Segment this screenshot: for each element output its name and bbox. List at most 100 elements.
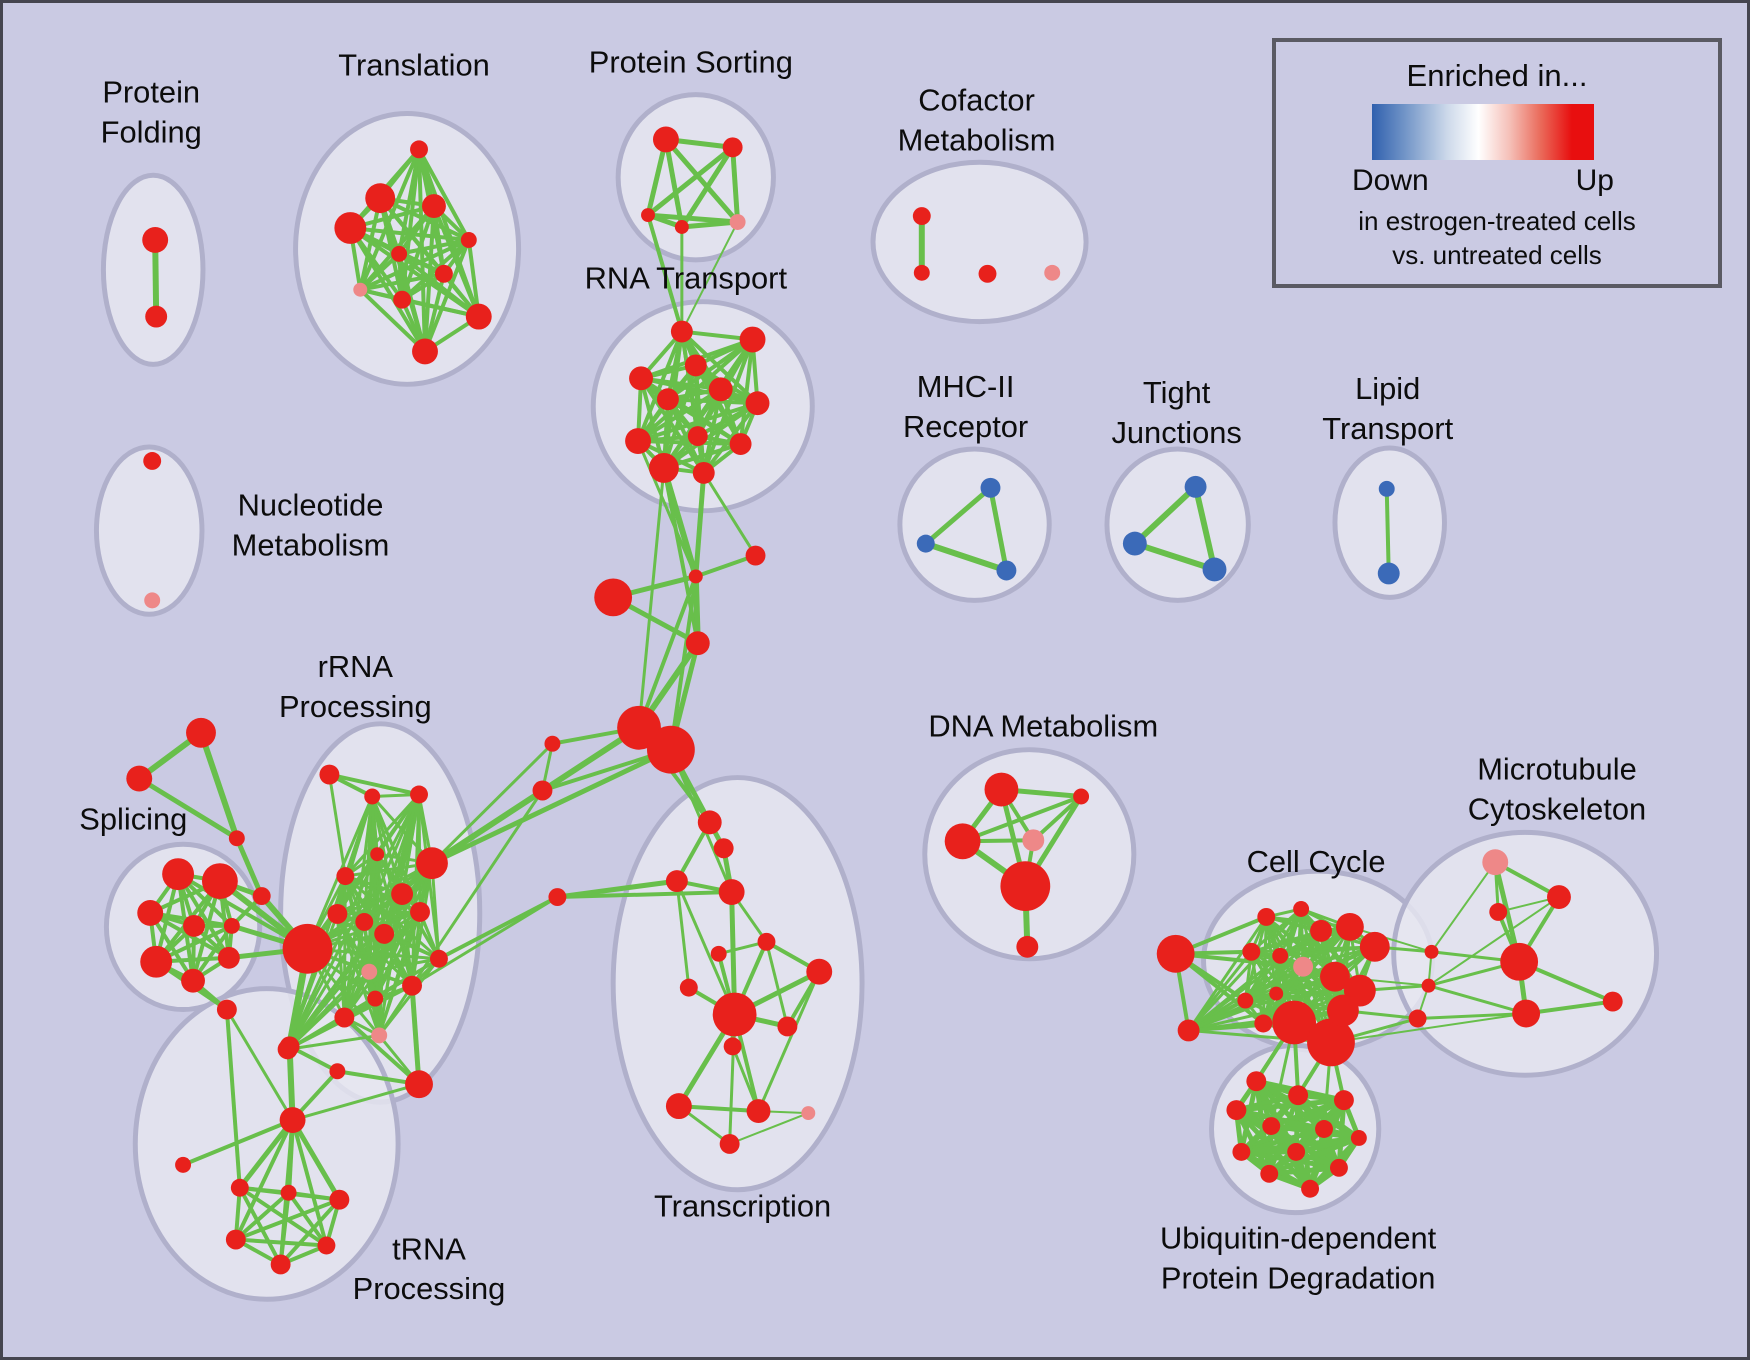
network-node-dm4 — [1000, 861, 1051, 911]
network-node-rr13 — [402, 975, 423, 996]
network-edge — [1188, 1021, 1264, 1032]
network-edge — [924, 540, 1008, 574]
cluster-label-mhc-ii-receptor: MHC-II — [917, 369, 1015, 404]
network-node-tx0 — [697, 810, 722, 835]
network-node-mh1 — [916, 534, 935, 553]
network-node-sp6 — [181, 968, 205, 993]
network-node-mt5 — [1602, 991, 1623, 1012]
network-node-ps4 — [729, 214, 746, 230]
network-edge — [290, 1118, 342, 1201]
network-node-cn7 — [532, 780, 553, 801]
cluster-label-cofactor-metabolism: Cofactor — [918, 83, 1035, 118]
network-node-tx6 — [806, 958, 833, 985]
network-node-cc13 — [1254, 1014, 1273, 1033]
network-node-pf1 — [145, 305, 168, 328]
network-edge — [336, 892, 403, 916]
network-node-pf0 — [142, 227, 169, 253]
network-edge — [306, 793, 421, 950]
network-edge — [397, 252, 480, 319]
network-node-cc2 — [1293, 901, 1310, 917]
cluster-label-translation: Translation — [338, 48, 490, 83]
cluster-ellipse-tight-junctions — [1104, 446, 1251, 603]
network-node-cc0 — [1156, 934, 1195, 973]
cluster-label-microtubule-cytoskeleton: Microtubule — [1477, 752, 1637, 787]
network-node-cc4 — [1335, 912, 1364, 941]
network-node-rr1 — [364, 788, 381, 805]
network-node-rt7 — [625, 428, 651, 455]
network-node-dm5 — [1016, 935, 1039, 958]
network-node-rr15 — [334, 1007, 355, 1028]
network-edge — [423, 239, 471, 353]
network-node-cn8 — [252, 887, 271, 906]
network-node-tr0 — [410, 140, 428, 159]
network-node-rr5 — [336, 867, 355, 886]
network-edge — [377, 933, 386, 1036]
network-edge — [637, 575, 698, 729]
cluster-label-rrna-processing: rRNA — [318, 649, 394, 684]
network-edge — [757, 971, 821, 1112]
network-node-cc11 — [1237, 992, 1254, 1009]
network-node-cc7 — [1272, 947, 1289, 964]
cluster-ellipse-trna-processing — [132, 986, 401, 1302]
cluster-ellipse-nucleotide-metabolism — [93, 444, 205, 617]
network-node-tn4 — [329, 1189, 350, 1210]
network-node-rt4 — [656, 388, 679, 411]
network-node-tn8 — [279, 1036, 300, 1057]
network-node-ub2 — [1333, 1090, 1354, 1111]
network-node-rr16 — [371, 1027, 388, 1044]
network-node-rr4 — [416, 847, 448, 880]
cluster-label-trna-processing: tRNA — [392, 1231, 466, 1266]
network-node-tx8 — [712, 992, 757, 1037]
legend-subtitle: in estrogen-treated cells vs. untreated … — [1276, 204, 1718, 272]
cluster-label-tight-junctions: Tight — [1143, 375, 1211, 410]
network-edge — [765, 941, 789, 1027]
network-node-tg2 — [228, 830, 245, 847]
network-node-cn9 — [216, 999, 237, 1020]
network-edge — [730, 147, 741, 223]
network-edge — [292, 1082, 420, 1122]
network-node-tn0 — [279, 1107, 306, 1133]
network-node-rr9 — [355, 912, 374, 931]
network-edge — [636, 387, 722, 443]
network-edge — [137, 776, 239, 841]
network-edge — [235, 1197, 341, 1242]
network-edge — [1188, 989, 1361, 1032]
network-edge — [401, 297, 480, 319]
network-node-tn5 — [225, 1229, 246, 1250]
network-edge — [637, 467, 666, 728]
network-node-rt8 — [687, 426, 708, 447]
network-edge — [238, 1186, 283, 1266]
network-edge — [337, 910, 421, 916]
network-edge — [430, 863, 441, 959]
cluster-ellipse-transcription — [610, 775, 865, 1193]
network-edge — [681, 219, 738, 230]
network-node-tx11 — [665, 1093, 692, 1120]
network-edge — [557, 878, 678, 900]
network-node-cf2 — [978, 264, 997, 283]
network-edge — [348, 226, 427, 353]
network-edge — [234, 1191, 290, 1242]
network-node-sp3 — [183, 914, 205, 937]
network-edge — [645, 138, 669, 216]
network-edge — [358, 288, 427, 353]
network-edge — [1428, 984, 1527, 1015]
network-node-rr6 — [391, 883, 414, 906]
network-node-ub5 — [1315, 1120, 1333, 1138]
network-node-tx14 — [719, 1133, 740, 1154]
network-edge — [1269, 1165, 1340, 1177]
network-node-rt1 — [739, 326, 766, 353]
network-edge — [198, 731, 240, 840]
network-node-rt3 — [629, 366, 653, 391]
legend-box: Enriched in... Down Up in estrogen-treat… — [1272, 38, 1722, 288]
network-edge — [177, 872, 309, 951]
network-edge — [432, 205, 481, 318]
network-svg: Protein Folding Translation Protein Sorting… — [79, 45, 1660, 1306]
network-edge — [286, 970, 371, 1051]
cluster-ellipse-lipid-transport — [1332, 445, 1447, 600]
network-edge — [557, 890, 732, 900]
network-node-tx1 — [713, 838, 734, 859]
cluster-label-trna-processing: Processing — [353, 1271, 506, 1306]
network-node-tj1 — [1122, 531, 1147, 556]
network-nodes — [126, 126, 1623, 1275]
network-node-tn9 — [329, 1063, 346, 1080]
